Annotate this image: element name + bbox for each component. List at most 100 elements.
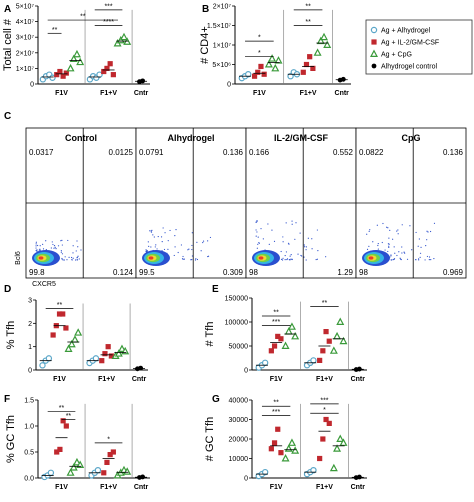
flow-event — [79, 258, 80, 259]
flow-event — [290, 256, 291, 257]
flow-event — [163, 227, 164, 228]
data-point — [324, 42, 330, 48]
flow-event — [71, 257, 72, 258]
y-tick-label: 1 — [28, 344, 32, 351]
flow-event — [162, 241, 163, 242]
flow-event — [291, 220, 292, 221]
data-point — [95, 468, 100, 473]
flow-event — [433, 258, 434, 259]
data-point — [258, 64, 263, 69]
flow-event — [258, 237, 259, 238]
flow-event — [182, 256, 183, 257]
flow-event — [378, 248, 379, 249]
quadrant-value: 0.0125 — [109, 148, 134, 157]
flow-event — [425, 245, 426, 246]
flow-y-label: Bcl6 — [15, 251, 22, 265]
flow-event — [400, 258, 401, 259]
flow-event — [62, 244, 63, 245]
flow-event — [53, 248, 54, 249]
flow-event — [256, 231, 257, 232]
data-point — [283, 343, 289, 349]
significance-label: * — [258, 50, 261, 57]
data-point — [289, 440, 295, 446]
data-point — [317, 456, 322, 461]
flow-event — [36, 249, 37, 250]
flow-event — [317, 259, 318, 260]
y-tick-label: 20000 — [229, 437, 249, 444]
flow-event — [60, 240, 61, 241]
flow-event — [192, 255, 193, 256]
flow-event — [290, 259, 291, 260]
flow-event — [174, 255, 175, 256]
legend-entry: Alhydrogel control — [381, 64, 437, 71]
flow-event — [389, 230, 390, 231]
flow-event — [61, 250, 62, 251]
flow-event — [377, 225, 378, 226]
flow-event — [257, 248, 258, 249]
panel-letter: G — [212, 394, 220, 405]
y-tick-label: 2×10⁷ — [16, 50, 35, 57]
significance-label: ** — [66, 413, 72, 420]
flow-event — [151, 230, 152, 231]
y-tick-label: 1.5 — [24, 398, 34, 405]
flow-event — [388, 247, 389, 248]
flow-event — [396, 255, 397, 256]
data-point — [77, 59, 83, 65]
flow-event — [369, 229, 370, 230]
flow-event — [178, 252, 179, 253]
flow-event — [316, 259, 317, 260]
significance-label: ** — [305, 19, 311, 26]
flow-event — [289, 259, 290, 260]
flow-panel: Alhydrogel0.0791 0.13699.5 0.309 — [136, 128, 246, 278]
flow-event — [285, 259, 286, 260]
group-label: F1V — [270, 376, 283, 383]
significance-label: ** — [80, 14, 86, 21]
group-label: Cntr — [335, 90, 350, 97]
flow-event — [175, 229, 176, 230]
flow-event — [304, 246, 305, 247]
data-point — [269, 446, 274, 451]
y-tick-label: 4×10⁷ — [16, 19, 35, 26]
flow-event — [418, 258, 419, 259]
data-point — [72, 336, 78, 342]
data-point — [283, 455, 289, 461]
flow-event — [207, 240, 208, 241]
flow-event — [403, 252, 404, 253]
group-label: Cntr — [132, 376, 147, 383]
flow-event — [396, 230, 397, 231]
flow-event — [415, 232, 416, 233]
legend-marker — [371, 27, 376, 32]
panel-letter: B — [202, 4, 209, 15]
flow-event — [191, 245, 192, 246]
group-label: F1V — [55, 90, 68, 97]
flow-event — [427, 231, 428, 232]
flow-event — [73, 245, 74, 246]
flow-event — [394, 246, 395, 247]
flow-event — [77, 246, 78, 247]
flow-event — [148, 246, 149, 247]
flow-event — [195, 259, 196, 260]
flow-event — [271, 230, 272, 231]
panel-B: B05×10⁶1×10⁷1.5×10⁷2×10⁷# CD4+F1V F1+V Cnt… — [199, 3, 351, 97]
data-point — [321, 34, 327, 40]
y-axis-label: # Tfh — [204, 322, 216, 347]
data-point — [269, 55, 275, 61]
data-point — [74, 51, 80, 57]
flow-event — [64, 259, 65, 260]
flow-event — [372, 241, 373, 242]
panel-F: F0.00.51.01.5% GC TfhF1V F1+V Cntr***** — [4, 394, 150, 491]
flow-event — [55, 248, 56, 249]
flow-event — [77, 259, 78, 260]
data-point — [255, 70, 260, 75]
data-point — [320, 436, 325, 441]
data-point — [266, 61, 272, 67]
flow-event — [52, 244, 53, 245]
flow-event — [288, 243, 289, 244]
data-point — [68, 65, 74, 71]
y-tick-label: 0 — [28, 368, 32, 375]
flow-event — [391, 259, 392, 260]
flow-event — [291, 254, 292, 255]
quadrant-value: 98 — [359, 268, 368, 277]
flow-event — [401, 259, 402, 260]
data-point — [301, 70, 306, 75]
